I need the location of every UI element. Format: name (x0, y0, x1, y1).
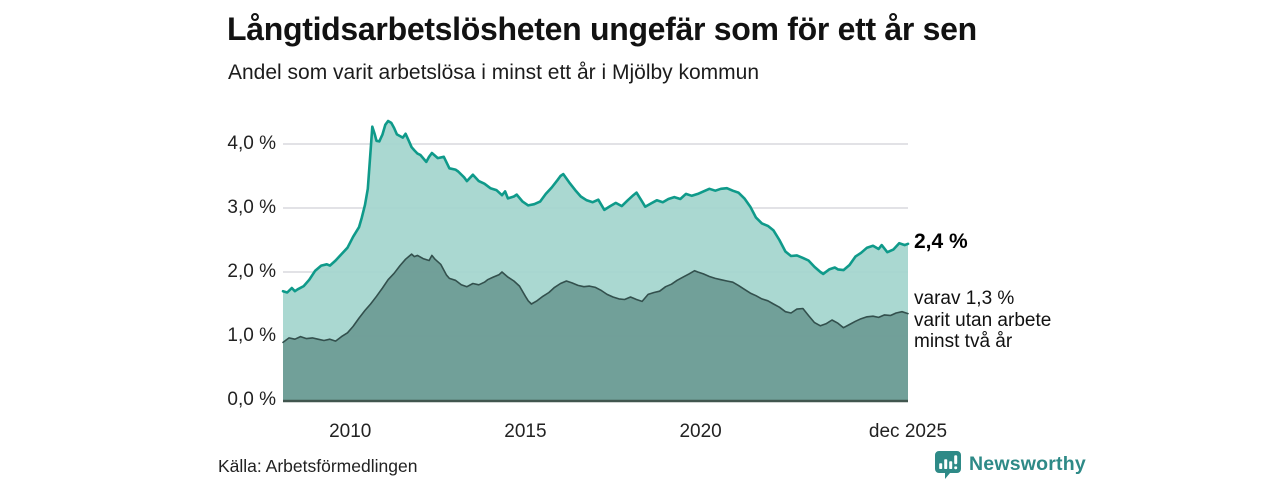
source-note: Källa: Arbetsförmedlingen (218, 456, 418, 476)
y-axis-tick-label: 3,0 % (227, 197, 276, 218)
x-axis-tick-label: 2015 (504, 421, 547, 442)
y-axis-tick-label: 2,0 % (227, 261, 276, 282)
newsworthy-logo-icon (935, 450, 961, 479)
y-axis-tick-label: 1,0 % (227, 325, 276, 346)
x-axis-tick-label: 2020 (679, 421, 722, 442)
newsworthy-brand: Newsworthy (934, 449, 1086, 479)
end-value-label-total: 2,4 % (914, 230, 968, 253)
x-axis-tick-label: dec 2025 (868, 421, 948, 442)
newsworthy-wordmark: Newsworthy (969, 452, 1086, 475)
chart-subtitle: Andel som varit arbetslösa i minst ett å… (228, 61, 760, 84)
y-axis-tick-label: 4,0 % (227, 133, 276, 154)
chart-title: Långtidsarbetslösheten ungefär som för e… (227, 11, 977, 47)
x-axis-tick-label: 2010 (329, 421, 372, 442)
y-axis-tick-label: 0,0 % (227, 389, 276, 410)
end-value-label-two-years: varav 1,3 % varit utan arbete minst två … (914, 288, 1052, 352)
